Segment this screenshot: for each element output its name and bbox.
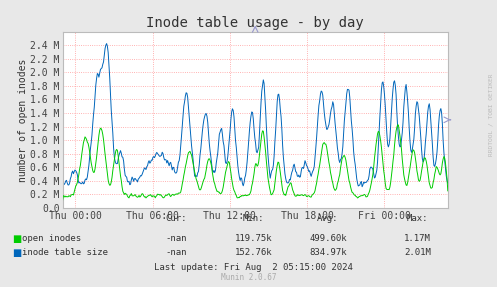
Text: Avg:: Avg:	[317, 214, 339, 223]
Text: -nan: -nan	[166, 234, 187, 243]
Text: ■: ■	[12, 248, 22, 258]
Text: Cur:: Cur:	[166, 214, 187, 223]
Text: 834.97k: 834.97k	[309, 248, 347, 257]
Text: 2.01M: 2.01M	[404, 248, 431, 257]
Y-axis label: number of open inodes: number of open inodes	[18, 58, 28, 181]
Text: open inodes: open inodes	[22, 234, 82, 243]
Text: ■: ■	[12, 234, 22, 244]
Text: RRDTOOL / TOBI OETIKER: RRDTOOL / TOBI OETIKER	[489, 73, 494, 156]
Text: inode table size: inode table size	[22, 248, 108, 257]
Text: Min:: Min:	[243, 214, 264, 223]
Text: -nan: -nan	[166, 248, 187, 257]
Title: Inode table usage - by day: Inode table usage - by day	[146, 16, 364, 30]
Text: 119.75k: 119.75k	[235, 234, 272, 243]
Text: Last update: Fri Aug  2 05:15:00 2024: Last update: Fri Aug 2 05:15:00 2024	[154, 263, 353, 272]
Text: Munin 2.0.67: Munin 2.0.67	[221, 273, 276, 282]
Text: Max:: Max:	[407, 214, 428, 223]
Text: 499.60k: 499.60k	[309, 234, 347, 243]
Text: 1.17M: 1.17M	[404, 234, 431, 243]
Text: 152.76k: 152.76k	[235, 248, 272, 257]
